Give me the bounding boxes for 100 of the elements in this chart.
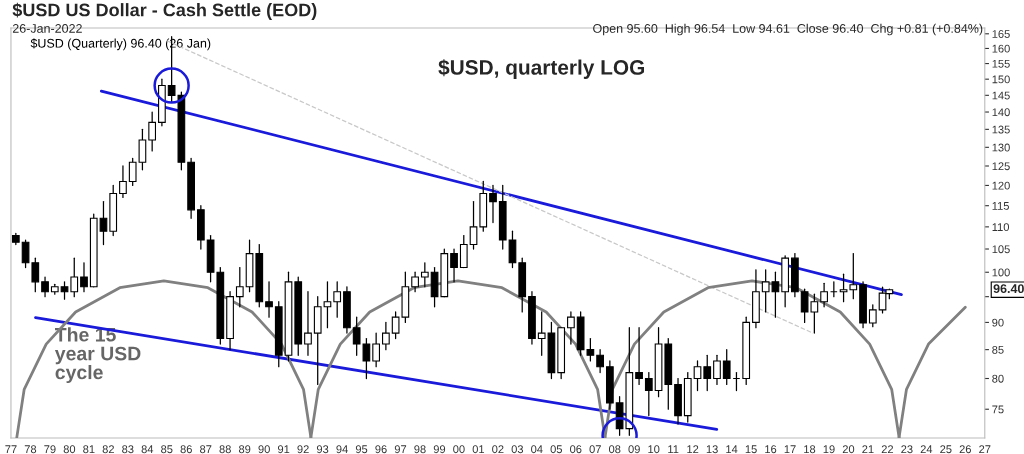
x-tick-label: 92 [297, 445, 309, 454]
x-tick-label: 19 [823, 445, 835, 454]
y-tick-label: 105 [992, 245, 1010, 254]
x-tick-label: 96 [375, 445, 387, 454]
x-tick-label: 20 [842, 445, 855, 454]
x-tick-label: 83 [122, 445, 134, 454]
candlestick [382, 321, 390, 351]
candlestick [372, 332, 381, 368]
x-tick-label: 99 [433, 445, 446, 454]
candlestick [265, 281, 273, 318]
candlestick [722, 349, 731, 386]
candlestick [703, 354, 712, 392]
x-tick-label: 91 [277, 445, 290, 454]
y-tick-label: 165 [992, 30, 1010, 38]
y-tick-label: 80 [992, 374, 1004, 383]
candlestick [868, 304, 877, 328]
x-tick-label: 97 [394, 445, 407, 454]
y-tick-label: 145 [992, 91, 1010, 100]
x-tick-label: 01 [472, 445, 485, 454]
x-tick-label: 88 [219, 445, 231, 454]
candlestick [420, 262, 429, 288]
x-tick-label: 10 [648, 445, 660, 454]
y-tick-label: 150 [992, 75, 1010, 84]
candlestick [333, 281, 342, 318]
candlestick [235, 266, 244, 308]
x-tick-label: 09 [628, 445, 640, 454]
candlestick [713, 354, 721, 386]
candlestick [459, 234, 468, 269]
x-tick-label: 13 [706, 445, 718, 454]
x-tick-label: 00 [453, 445, 465, 454]
text: 96.40 [993, 284, 1024, 294]
x-tick-label: 08 [608, 445, 621, 454]
x-tick-label: 84 [141, 445, 154, 454]
x-tick-label: 95 [355, 445, 368, 454]
x-tick-label: 81 [83, 445, 95, 454]
candlestick [304, 291, 312, 356]
y-tick-label: 155 [992, 59, 1010, 68]
candlestick [635, 327, 643, 386]
x-tick-label: 02 [492, 445, 504, 454]
x-tick-label: 16 [765, 445, 777, 454]
y-tick-label: 120 [992, 181, 1010, 190]
candlestick [693, 360, 702, 392]
x-tick-label: 26 [959, 445, 971, 454]
annotation: 26-Jan-2022 [12, 24, 82, 33]
x-tick-label: 93 [316, 445, 329, 454]
candlestick [469, 200, 478, 250]
x-tick-label: 21 [862, 445, 874, 454]
x-tick-label: 12 [687, 445, 699, 454]
y-tick-label: 100 [992, 268, 1010, 277]
text: $USD US Dollar - Cash Settle (EOD) [12, 2, 317, 20]
x-tick-label: 18 [804, 445, 816, 454]
x-tick-label: 77 [5, 445, 17, 454]
x-tick-label: 27 [979, 445, 991, 454]
y-tick-label: 75 [992, 405, 1004, 414]
x-tick-label: 87 [200, 445, 212, 454]
x-tick-label: 04 [531, 445, 543, 454]
candlestick [411, 271, 419, 293]
x-tick-label: 15 [745, 445, 757, 454]
candlestick [119, 165, 127, 199]
x-tick-label: 11 [668, 445, 679, 454]
text: $USD, quarterly LOG [438, 59, 645, 79]
x-tick-label: 89 [238, 445, 251, 454]
candlestick [41, 276, 49, 298]
x-tick-label: 03 [511, 445, 524, 454]
candlestick [820, 282, 828, 308]
x-tick-label: 17 [784, 445, 796, 454]
x-tick-label: 94 [336, 445, 348, 454]
x-tick-label: 85 [161, 445, 173, 454]
x-tick-label: 82 [102, 445, 114, 454]
x-tick-label: 78 [24, 445, 37, 454]
x-tick-label: 24 [920, 445, 933, 454]
x-tick-label: 05 [550, 445, 563, 454]
y-tick-label: 135 [992, 125, 1010, 134]
candlestick [80, 262, 88, 293]
candlestick [450, 248, 458, 283]
x-tick-label: 86 [180, 445, 192, 454]
x-tick-label: 06 [570, 445, 582, 454]
y-tick-label: 130 [992, 143, 1010, 152]
y-tick-label: 90 [992, 318, 1004, 327]
candlestick [99, 200, 108, 246]
y-tick-label: 85 [992, 345, 1004, 354]
x-tick-label: 80 [63, 445, 76, 454]
candlestick [508, 230, 517, 269]
x-tick-label: 90 [258, 445, 270, 454]
candlestick [148, 111, 157, 152]
candlestick [567, 311, 575, 345]
x-tick-label: 22 [881, 445, 894, 454]
x-tick-label: 25 [940, 445, 952, 454]
x-tick-label: 98 [414, 445, 426, 454]
y-tick-label: 115 [992, 202, 1009, 210]
candlestick [644, 371, 653, 417]
y-tick-label: 110 [992, 223, 1010, 231]
x-tick-label: 23 [901, 445, 913, 454]
candlestick [596, 349, 604, 374]
y-tick-label: 160 [992, 44, 1010, 53]
candlestick [489, 184, 497, 224]
annotation: Open 95.60 High 96.54 Low 94.61 Close 96.40 Chg +0.81 (+0.84%) [593, 23, 983, 36]
candlestick [70, 257, 79, 298]
x-tick-label: 79 [44, 445, 56, 454]
x-tick-label: 07 [589, 445, 601, 454]
